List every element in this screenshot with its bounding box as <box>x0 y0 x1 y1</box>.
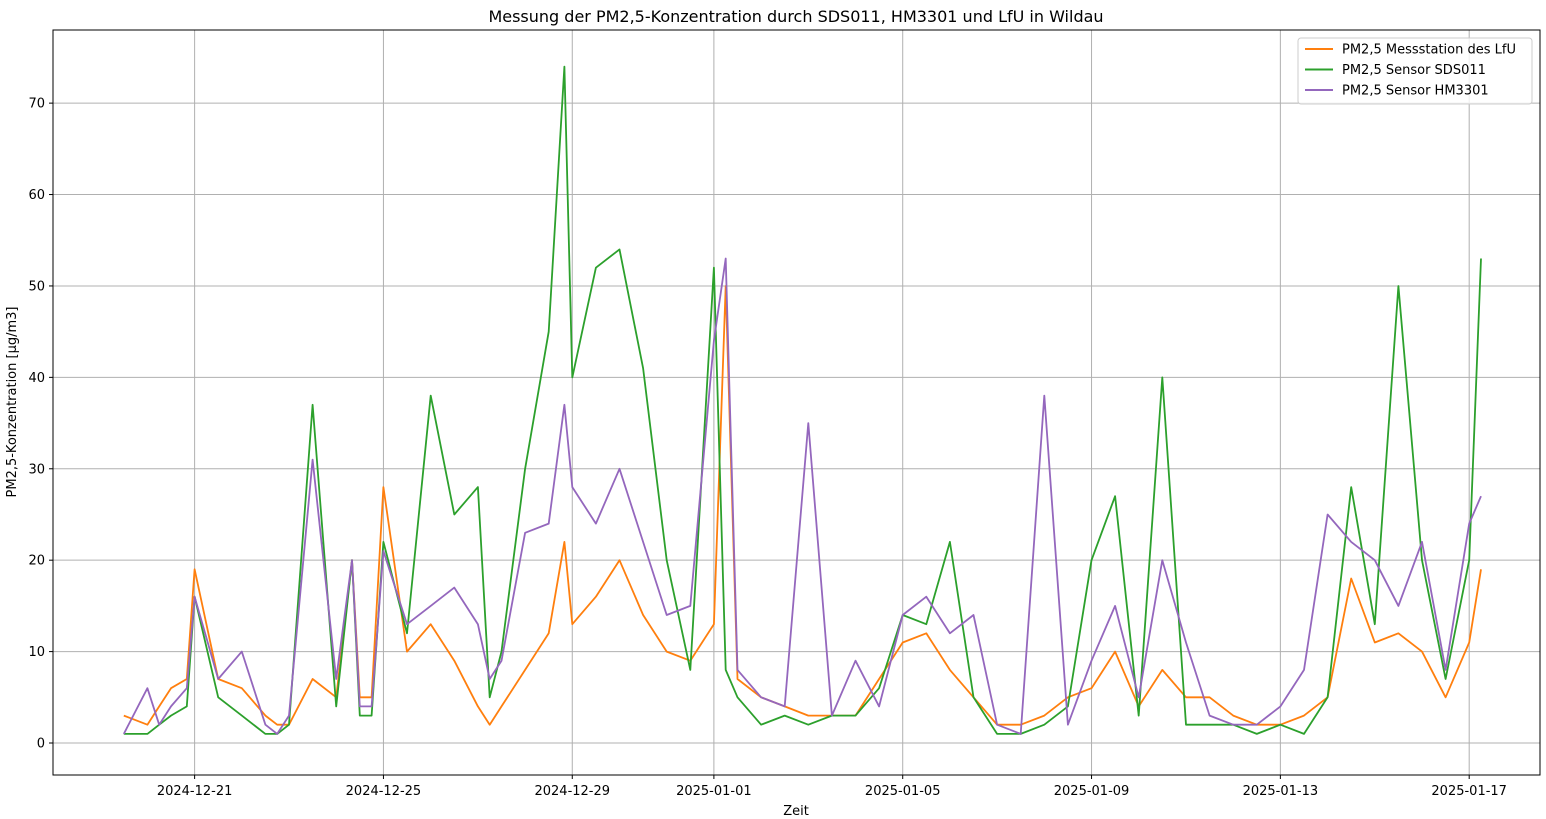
x-axis-label: Zeit <box>783 804 809 819</box>
chart-title: Messung der PM2,5-Konzentration durch SD… <box>488 7 1103 26</box>
y-tick-label: 70 <box>28 97 45 112</box>
x-tick-label: 2025-01-17 <box>1431 784 1507 799</box>
x-tick-label: 2024-12-25 <box>346 784 422 799</box>
y-tick-label: 0 <box>37 737 45 752</box>
plot-frame <box>52 29 1541 776</box>
x-tick-label: 2025-01-09 <box>1054 784 1130 799</box>
y-tick-label: 40 <box>28 371 45 386</box>
legend-entry-0: PM2,5 Messstation des LfU <box>1342 43 1516 58</box>
x-tick-label: 2025-01-01 <box>676 784 752 799</box>
x-tick-label: 2025-01-05 <box>865 784 941 799</box>
x-axis: 2024-12-21 2024-12-25 2024-12-29 2025-01-01… <box>157 775 1507 799</box>
y-axis-label: PM2,5-Konzentration [µg/m3] <box>5 307 20 498</box>
y-tick-label: 20 <box>28 554 45 569</box>
legend: PM2,5 Messstation des LfU PM2,5 Sensor SD… <box>1297 37 1533 105</box>
x-tick-label: 2024-12-21 <box>157 784 233 799</box>
x-tick-label: 2024-12-29 <box>534 784 610 799</box>
y-axis: 0 10 20 30 40 50 60 70 <box>28 97 53 752</box>
legend-entry-2: PM2,5 Sensor HM3301 <box>1342 84 1489 99</box>
series-group <box>123 65 1482 735</box>
y-tick-label: 30 <box>28 462 45 477</box>
x-tick-label: 2025-01-13 <box>1243 784 1319 799</box>
legend-entry-1: PM2,5 Sensor SDS011 <box>1342 63 1486 78</box>
y-tick-label: 60 <box>28 188 45 203</box>
legend-box <box>1297 37 1533 105</box>
series-line-2 <box>123 257 1482 735</box>
y-tick-label: 50 <box>28 279 45 294</box>
y-tick-label: 10 <box>28 645 45 660</box>
